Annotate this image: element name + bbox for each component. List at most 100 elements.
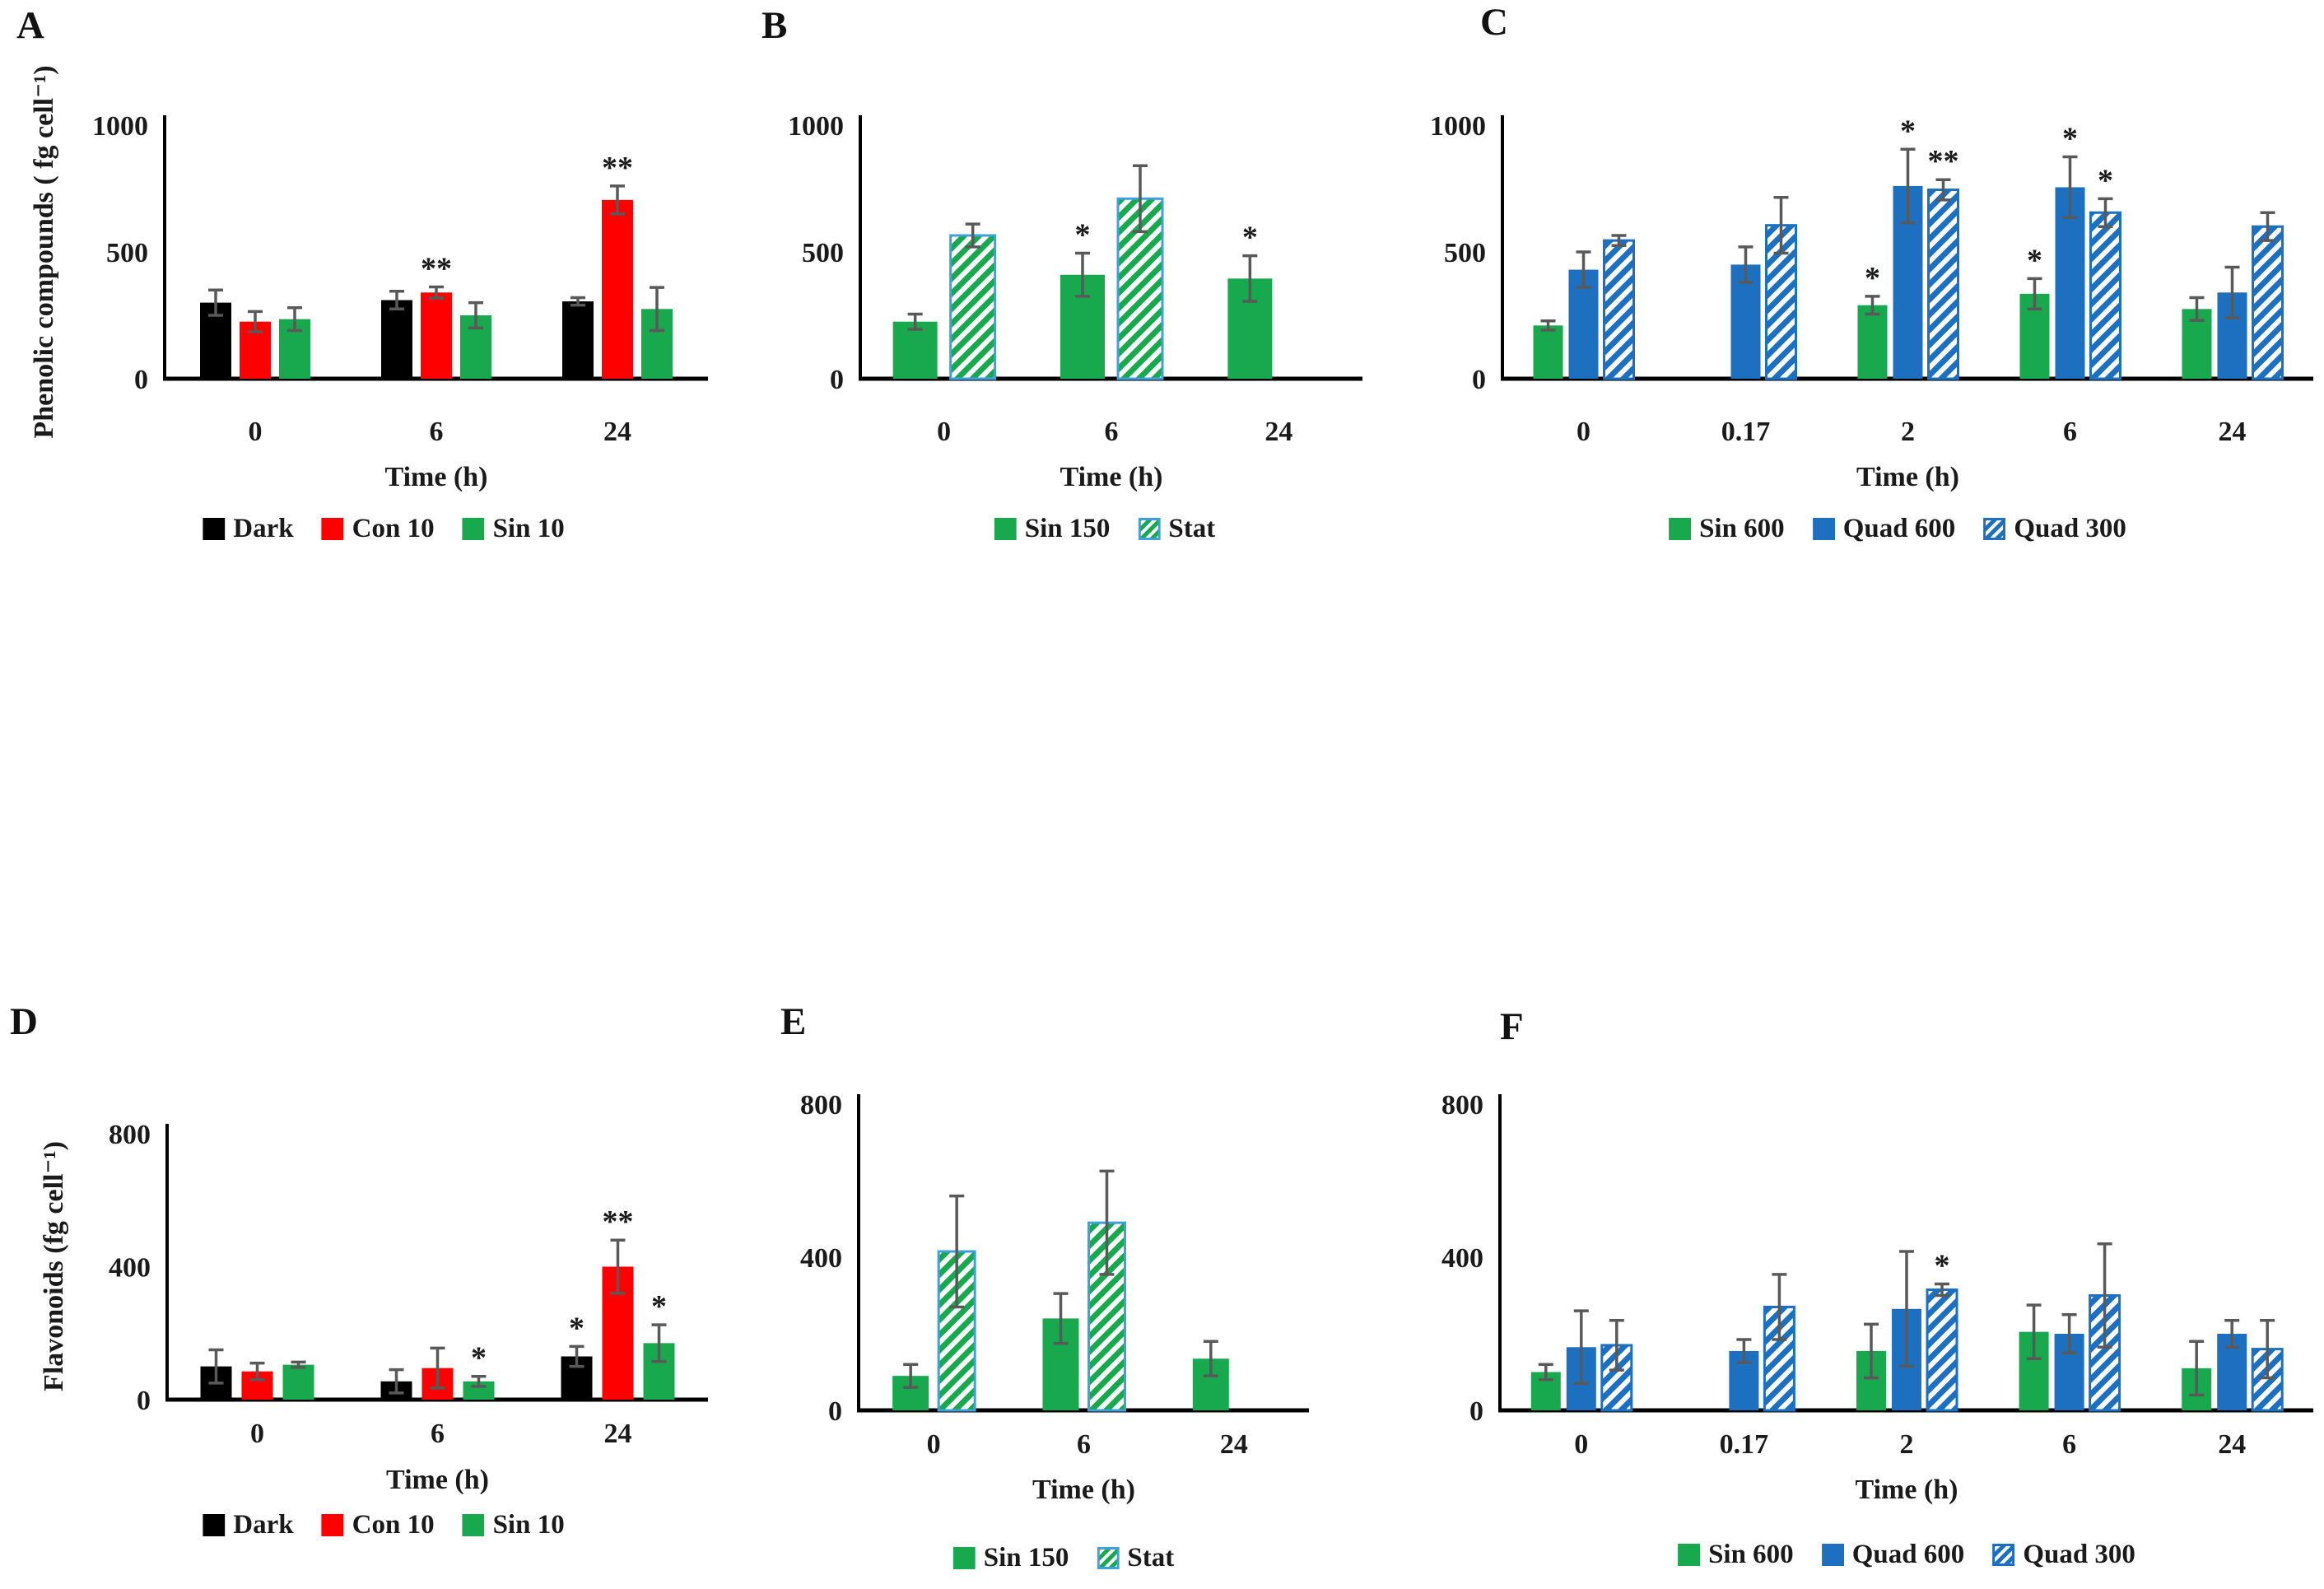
legend-item: Quad 300 xyxy=(1983,515,2126,543)
legend-item: Sin 150 xyxy=(994,515,1110,543)
y-tick-label: 400 xyxy=(1441,1243,1483,1274)
error-bar xyxy=(1864,1322,1879,1380)
panel-letter: A xyxy=(16,4,44,47)
legend-A: Dark Con 10 Sin 10 xyxy=(203,514,565,543)
error-bar xyxy=(208,288,223,317)
legend-swatch-icon xyxy=(321,1514,344,1536)
legend-label: Sin 600 xyxy=(1699,514,1785,543)
y-tick-label: 0 xyxy=(137,1386,151,1416)
error-bar xyxy=(248,310,263,333)
error-bar xyxy=(1736,1338,1752,1364)
error-bar xyxy=(1203,1340,1218,1377)
category-label: 0 xyxy=(1577,417,1590,447)
error-bar xyxy=(2061,1313,2077,1354)
error-bar xyxy=(2189,1340,2205,1397)
error-bar xyxy=(1099,1169,1115,1276)
category-label: 2 xyxy=(1900,1429,1914,1460)
error-bar xyxy=(1773,196,1789,255)
error-bar xyxy=(1242,254,1258,303)
error-bar xyxy=(208,1348,224,1385)
error-bar xyxy=(569,1344,584,1368)
axis-title-y: Phenolic compounds ( fg cell⁻¹) xyxy=(29,65,59,438)
error-bar xyxy=(2224,265,2240,319)
error-bar xyxy=(1865,295,1880,316)
axis-title-x: Time (h) xyxy=(1856,462,1959,492)
error-bar xyxy=(1133,164,1148,234)
bar-sin-600-t0 xyxy=(1533,325,1563,379)
y-tick-label: 1000 xyxy=(1430,111,1486,142)
legend-swatch-icon xyxy=(994,518,1017,540)
error-bar xyxy=(430,1346,445,1390)
category-label: 24 xyxy=(603,417,631,447)
error-bar xyxy=(650,286,664,333)
significance-mark: * xyxy=(1865,261,1880,296)
error-bar xyxy=(2260,211,2275,242)
legend-label: Dark xyxy=(233,514,294,543)
error-bar xyxy=(1935,178,1951,202)
legend-label: Quad 300 xyxy=(2023,1540,2135,1569)
error-bar xyxy=(1576,250,1591,289)
y-tick-label: 1000 xyxy=(788,111,844,142)
legend-item: Sin 150 xyxy=(952,1545,1069,1572)
panel-A: 0 500 1000 Phenolic compounds ( fg cell⁻¹) 0… xyxy=(29,65,708,492)
legend-label: Sin 600 xyxy=(1708,1540,1794,1569)
significance-mark: * xyxy=(471,1341,487,1376)
panel-letter: B xyxy=(761,4,788,47)
legend-swatch-icon xyxy=(1821,1544,1844,1566)
error-bar xyxy=(291,1360,306,1369)
legend-label: Stat xyxy=(1168,514,1216,543)
legend-item: Quad 600 xyxy=(1812,514,1956,543)
legend-item: Sin 10 xyxy=(462,1510,565,1540)
error-bar xyxy=(287,306,302,333)
error-bar xyxy=(1075,251,1090,298)
significance-mark: * xyxy=(2062,122,2078,156)
axis-title-x: Time (h) xyxy=(1856,1475,1958,1505)
category-label: 24 xyxy=(1220,1429,1248,1460)
significance-mark: * xyxy=(1900,114,1916,148)
legend-item: Dark xyxy=(203,514,294,543)
legend-swatch-icon xyxy=(321,518,344,540)
panel-B: 0 500 1000 0 6 * 24 * Time (h) xyxy=(788,111,1362,492)
legend-item: Sin 10 xyxy=(462,514,565,543)
legend-swatch-icon xyxy=(1678,1544,1701,1566)
significance-mark: * xyxy=(1242,221,1258,255)
category-label: 24 xyxy=(2218,1429,2246,1460)
legend-label: Quad 600 xyxy=(1851,1540,1965,1569)
error-bar xyxy=(471,1374,487,1388)
category-label: 24 xyxy=(2219,417,2247,447)
category-label: 6 xyxy=(1077,1429,1091,1460)
legend-D: Dark Con 10 Sin 10 xyxy=(203,1510,565,1540)
error-bar xyxy=(610,184,625,216)
error-bar xyxy=(1053,1292,1069,1345)
y-tick-label: 800 xyxy=(109,1120,151,1150)
error-bar xyxy=(2189,296,2205,322)
y-tick-label: 1000 xyxy=(92,111,148,142)
bar-quad-300-t2 xyxy=(1926,1288,1958,1412)
legend-swatch-icon xyxy=(1138,518,1161,540)
bar-stat-t0 xyxy=(949,234,997,380)
category-label: 0.17 xyxy=(1721,417,1771,447)
panel-letter: D xyxy=(10,1000,38,1043)
bar-con-10-t24 xyxy=(602,199,633,379)
legend-swatch-icon xyxy=(1992,1544,2015,1566)
legend-label: Quad 600 xyxy=(1842,514,1956,543)
error-bar xyxy=(2026,1303,2042,1360)
significance-mark: * xyxy=(2098,163,2113,198)
category-label: 0 xyxy=(1574,1429,1588,1460)
category-label: 0 xyxy=(249,417,263,447)
category-label: 6 xyxy=(1105,417,1119,447)
error-bar xyxy=(1573,1309,1589,1386)
legend-label: Con 10 xyxy=(352,514,435,543)
legend-label: Sin 10 xyxy=(492,1510,565,1540)
legend-item: Sin 600 xyxy=(1669,515,1785,543)
bar-quad-300-t2 xyxy=(1927,189,1959,380)
significance-mark: * xyxy=(569,1311,584,1345)
legend-label: Sin 10 xyxy=(492,514,565,543)
legend-item: Con 10 xyxy=(321,514,435,543)
category-label: 0.17 xyxy=(1720,1429,1769,1460)
bar-dark-t6 xyxy=(381,300,412,379)
legend-swatch-icon xyxy=(203,1514,226,1536)
y-tick-label: 400 xyxy=(109,1253,151,1284)
